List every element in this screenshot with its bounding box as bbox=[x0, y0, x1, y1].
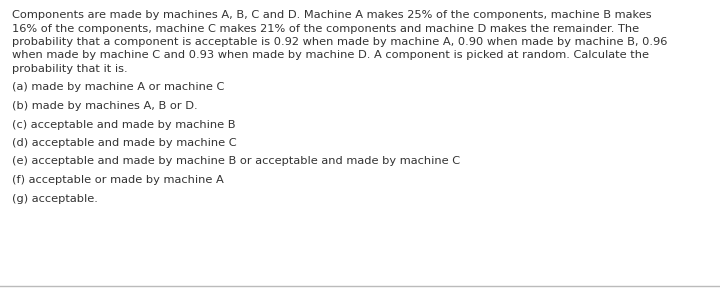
Text: (f) acceptable or made by machine A: (f) acceptable or made by machine A bbox=[12, 175, 224, 185]
Text: probability that it is.: probability that it is. bbox=[12, 64, 127, 74]
Text: 16% of the components, machine C makes 21% of the components and machine D makes: 16% of the components, machine C makes 2… bbox=[12, 24, 639, 33]
Text: (e) acceptable and made by machine B or acceptable and made by machine C: (e) acceptable and made by machine B or … bbox=[12, 156, 460, 166]
Text: (c) acceptable and made by machine B: (c) acceptable and made by machine B bbox=[12, 120, 235, 130]
Text: when made by machine C and 0.93 when made by machine D. A component is picked at: when made by machine C and 0.93 when mad… bbox=[12, 50, 649, 60]
Text: (a) made by machine A or machine C: (a) made by machine A or machine C bbox=[12, 82, 225, 92]
Text: (g) acceptable.: (g) acceptable. bbox=[12, 194, 98, 204]
Text: Components are made by machines A, B, C and D. Machine A makes 25% of the compon: Components are made by machines A, B, C … bbox=[12, 10, 652, 20]
Text: probability that a component is acceptable is 0.92 when made by machine A, 0.90 : probability that a component is acceptab… bbox=[12, 37, 667, 47]
Text: (d) acceptable and made by machine C: (d) acceptable and made by machine C bbox=[12, 138, 237, 148]
Text: (b) made by machines A, B or D.: (b) made by machines A, B or D. bbox=[12, 101, 197, 111]
